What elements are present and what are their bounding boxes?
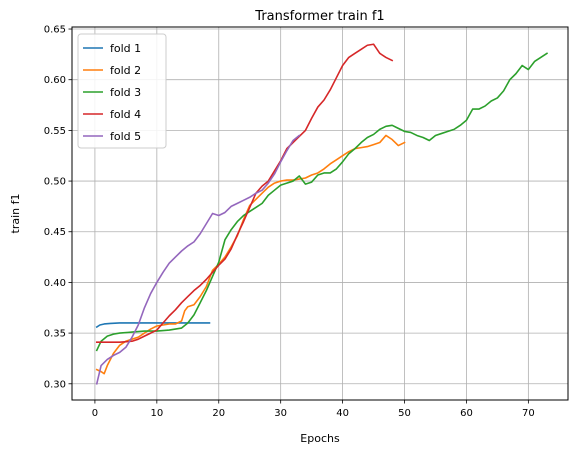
ticks: 0 10 20 30 40 50 60 70 0.30 0.35 0.40 0.45 0.50 0.55 0… [44,25,535,419]
y-tick-label: 0.60 [44,75,66,86]
y-tick-label: 0.35 [44,329,66,340]
grid [72,27,568,400]
legend-label-fold-4: fold 4 [110,108,141,121]
chart-title: Transformer train f1 [254,9,384,24]
y-tick-label: 0.40 [44,278,66,289]
x-tick-label: 60 [460,408,473,419]
series-line-fold-4 [95,43,394,344]
series-line-fold-3 [95,52,549,352]
series-line-fold-2 [95,134,406,375]
y-tick-label: 0.55 [44,126,66,137]
y-axis-label: train f1 [9,194,22,234]
y-tick-label: 0.50 [44,177,66,188]
y-tick-label: 0.30 [44,379,66,390]
x-axis-label: Epochs [300,432,340,445]
x-tick-label: 10 [150,408,163,419]
y-tick-label: 0.45 [44,227,66,238]
y-tick-label: 0.65 [44,25,66,36]
x-tick-label: 20 [212,408,225,419]
x-tick-label: 0 [92,408,98,419]
legend-label-fold-1: fold 1 [110,42,141,55]
x-tick-label: 40 [336,408,349,419]
x-tick-label: 30 [274,408,287,419]
legend-label-fold-5: fold 5 [110,130,141,143]
series-lines [95,43,549,385]
legend: fold 1 fold 2 fold 3 fold 4 fold 5 [77,33,167,149]
x-tick-label: 50 [398,408,411,419]
series-line-fold-5 [95,134,301,385]
legend-box [77,33,167,149]
legend-label-fold-2: fold 2 [110,64,141,77]
legend-label-fold-3: fold 3 [110,86,141,99]
plot-frame [71,26,569,401]
x-tick-label: 70 [522,408,535,419]
